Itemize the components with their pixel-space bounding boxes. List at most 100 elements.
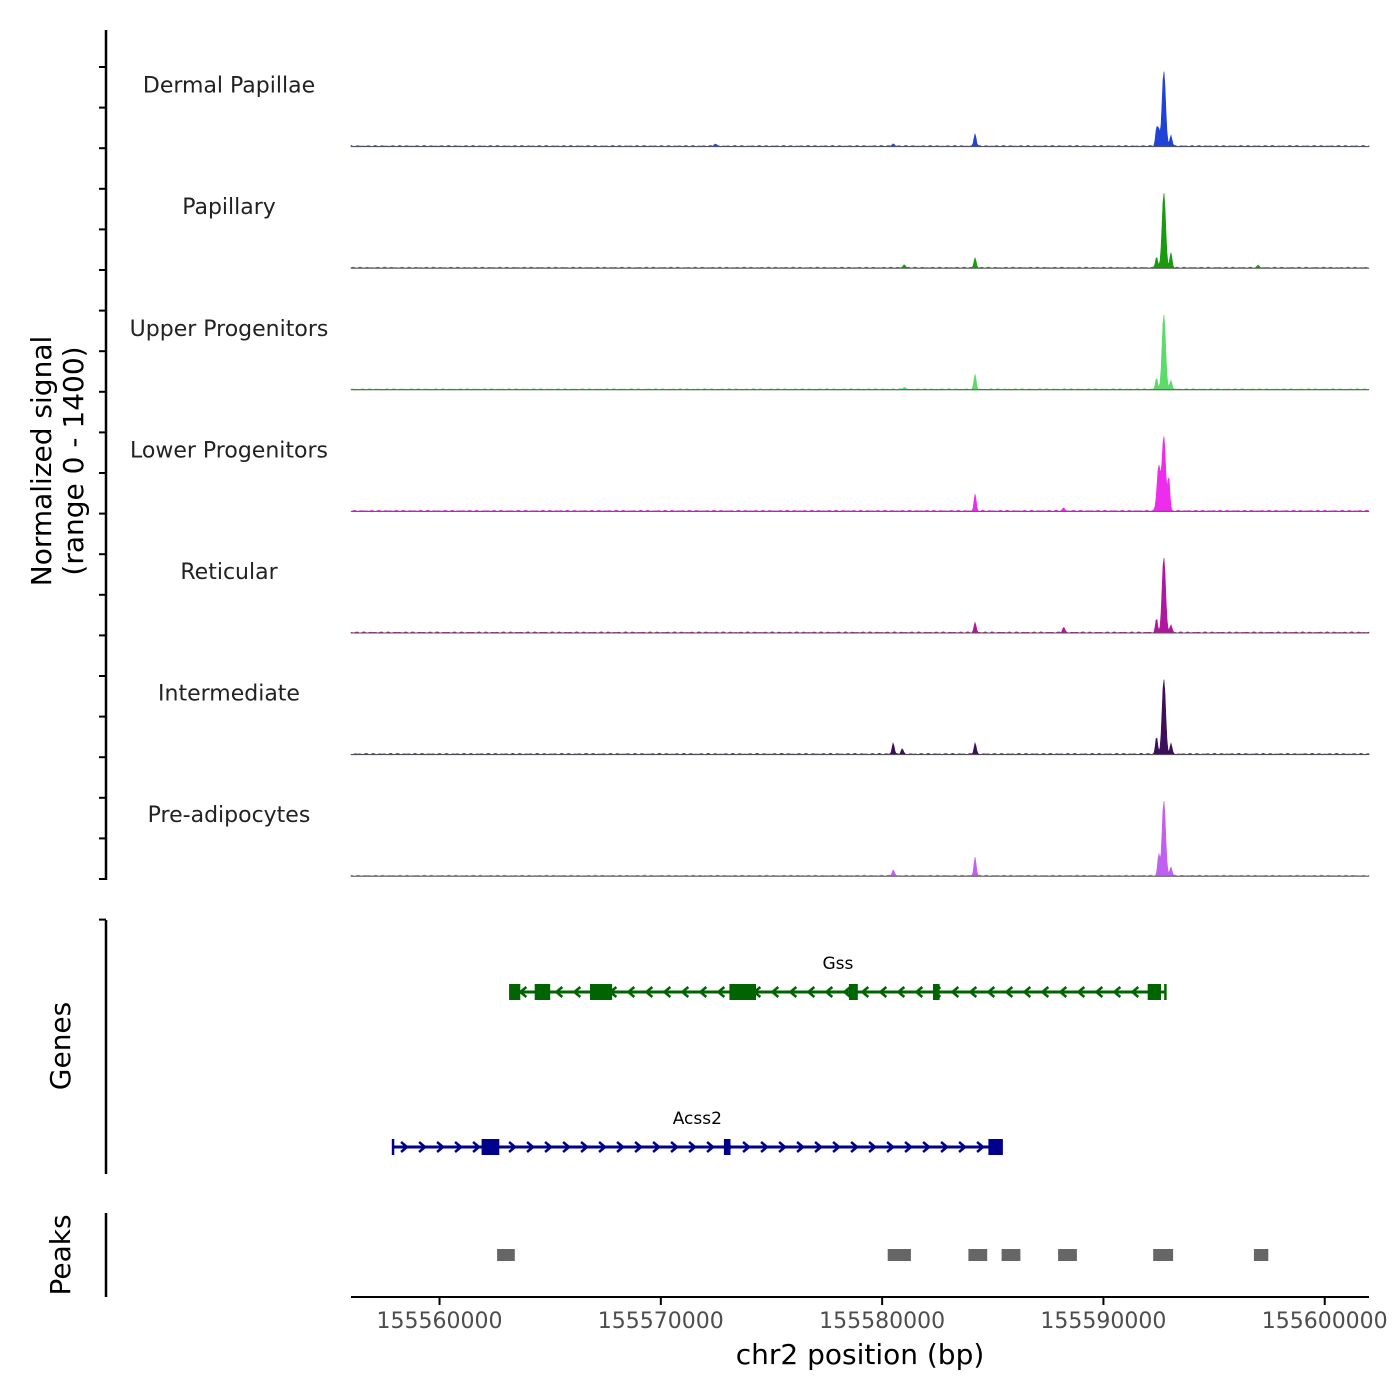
strand-arrow (634, 1141, 644, 1153)
peak-region[interactable] (1058, 1249, 1077, 1261)
signal-area (350, 71, 1370, 147)
strand-arrow (760, 1141, 770, 1153)
strand-arrow (940, 1141, 950, 1153)
track-upper-progenitors: Upper Progenitors (130, 314, 1370, 391)
strand-arrow (976, 1141, 986, 1153)
strand-arrow (436, 1141, 446, 1153)
gene-exon (590, 984, 613, 1000)
peaks-panel-title: Peaks (44, 1214, 77, 1295)
track-label: Dermal Papillae (143, 74, 315, 99)
strand-arrow (698, 986, 708, 998)
gene-track: Gss Acss2 (391, 954, 1167, 1155)
signal-area (350, 314, 1370, 391)
strand-arrow (824, 986, 834, 998)
strand-arrow (832, 1141, 842, 1153)
track-intermediate: Intermediate (158, 679, 1370, 756)
track-label: Lower Progenitors (130, 438, 328, 463)
strand-arrow (706, 1141, 716, 1153)
strand-arrow (680, 986, 690, 998)
signal-area (350, 193, 1370, 269)
strand-arrow (770, 986, 780, 998)
strand-arrow (1004, 986, 1014, 998)
gene-exon (534, 984, 551, 1000)
strand-arrow (662, 986, 672, 998)
track-lower-progenitors: Lower Progenitors (130, 436, 1370, 512)
signal-area (350, 436, 1370, 512)
strand-arrow (868, 1141, 878, 1153)
strand-arrow (418, 1141, 428, 1153)
strand-arrow (716, 986, 726, 998)
track-label: Pre-adipocytes (148, 803, 311, 828)
signal-area (350, 557, 1370, 634)
strand-arrow (670, 1141, 680, 1153)
strand-arrow (1094, 986, 1104, 998)
peak-regions-track (497, 1249, 1269, 1261)
peak-region[interactable] (1253, 1249, 1269, 1261)
track-label: Reticular (180, 560, 278, 585)
strand-arrow (904, 1141, 914, 1153)
track-reticular: Reticular (180, 557, 1370, 634)
strand-arrow (914, 986, 924, 998)
strand-arrow (616, 1141, 626, 1153)
peak-region[interactable] (1001, 1249, 1021, 1261)
strand-arrow (652, 1141, 662, 1153)
genes-panel-title: Genes (44, 1002, 77, 1090)
track-pre-adipocytes: Pre-adipocytes (148, 801, 1370, 877)
strand-arrow (1058, 986, 1068, 998)
gene-acss2[interactable]: Acss2 (391, 1109, 1003, 1155)
track-dermal-papillae: Dermal Papillae (143, 71, 1370, 148)
strand-arrow (688, 1141, 698, 1153)
track-label: Papillary (182, 195, 276, 220)
x-tick-label: 155600000 (1262, 1309, 1388, 1334)
gene-exon (988, 1139, 1002, 1155)
gene-gss[interactable]: Gss (509, 954, 1167, 1000)
gene-exon (1147, 984, 1161, 1000)
signal-y-ticks (99, 66, 106, 921)
strand-arrow (472, 1141, 482, 1153)
strand-arrow (454, 1141, 464, 1153)
x-tick-label: 155560000 (377, 1309, 503, 1334)
strand-arrow (1112, 986, 1122, 998)
gene-exon (481, 1139, 500, 1155)
strand-arrow (860, 986, 870, 998)
strand-arrow (1022, 986, 1032, 998)
strand-arrow (580, 1141, 590, 1153)
peak-region[interactable] (968, 1249, 988, 1261)
strand-arrow (950, 986, 960, 998)
strand-arrow (1040, 986, 1050, 998)
x-tick-label: 155590000 (1040, 1309, 1166, 1334)
strand-arrow (814, 1141, 824, 1153)
peak-region[interactable] (497, 1249, 515, 1261)
strand-arrow (886, 1141, 896, 1153)
strand-arrow (896, 986, 906, 998)
signal-area (350, 679, 1370, 755)
gene-exon (510, 984, 521, 1000)
gene-label: Acss2 (673, 1109, 722, 1129)
strand-arrow (598, 1141, 608, 1153)
peak-region[interactable] (887, 1249, 911, 1261)
strand-arrow (968, 986, 978, 998)
peak-region[interactable] (1153, 1249, 1174, 1261)
gene-label: Gss (822, 954, 853, 974)
strand-arrow (1076, 986, 1086, 998)
x-axis-title: chr2 position (bp) (736, 1338, 985, 1371)
strand-arrow (644, 986, 654, 998)
x-tick-label: 155570000 (598, 1309, 724, 1334)
strand-arrow (850, 1141, 860, 1153)
strand-arrow (1130, 986, 1140, 998)
strand-arrow (796, 1141, 806, 1153)
signal-area (350, 801, 1370, 877)
strand-arrow (778, 1141, 788, 1153)
strand-arrow (788, 986, 798, 998)
strand-arrow (742, 1141, 752, 1153)
x-axis-ticks: 155560000 155570000 155580000 155590000 1556… (377, 1297, 1388, 1334)
strand-arrow (958, 1141, 968, 1153)
strand-arrow (508, 1141, 518, 1153)
strand-arrow (544, 1141, 554, 1153)
strand-arrow (922, 1141, 932, 1153)
strand-arrow (554, 986, 564, 998)
gene-exon (723, 1139, 731, 1155)
signal-tracks: Dermal Papillae Papillary Upper Progenitor… (130, 71, 1370, 877)
y-axis-title-line2: (range 0 - 1400) (57, 346, 90, 575)
